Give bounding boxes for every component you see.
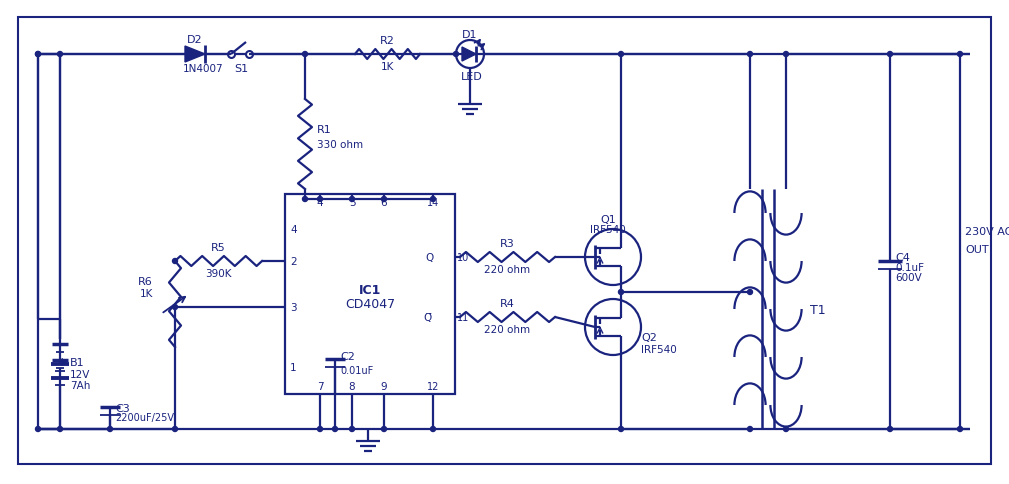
Circle shape: [318, 426, 323, 432]
Circle shape: [619, 290, 624, 295]
Text: C3: C3: [115, 403, 130, 413]
Text: 2: 2: [290, 257, 297, 267]
Circle shape: [35, 52, 40, 58]
Circle shape: [784, 52, 788, 58]
Text: Q2: Q2: [641, 333, 657, 342]
Text: 10: 10: [457, 253, 469, 262]
Text: R3: R3: [500, 239, 515, 248]
Text: 7Ah: 7Ah: [70, 380, 91, 390]
Text: 12: 12: [427, 381, 439, 391]
Text: R5: R5: [211, 242, 226, 253]
Circle shape: [888, 52, 893, 58]
Text: 7: 7: [317, 381, 323, 391]
Text: R2: R2: [380, 36, 395, 46]
Text: T1: T1: [810, 303, 825, 316]
Circle shape: [35, 52, 40, 58]
Text: CD4047: CD4047: [345, 298, 396, 311]
Text: 220 ohm: 220 ohm: [484, 264, 531, 274]
Circle shape: [173, 305, 178, 310]
Text: 1K: 1K: [139, 288, 153, 298]
Circle shape: [748, 290, 753, 295]
Circle shape: [888, 426, 893, 432]
Text: 11: 11: [457, 312, 469, 322]
Text: OUT: OUT: [965, 245, 989, 255]
Text: C2: C2: [340, 351, 355, 361]
Text: 5: 5: [349, 197, 355, 208]
Circle shape: [381, 197, 386, 202]
Polygon shape: [462, 48, 476, 62]
Circle shape: [784, 426, 788, 432]
Text: 230V AC: 230V AC: [965, 227, 1009, 237]
Text: D1: D1: [462, 30, 477, 40]
Text: 12V: 12V: [70, 369, 91, 379]
Text: 0.1uF: 0.1uF: [895, 262, 924, 272]
Circle shape: [381, 426, 386, 432]
Text: 8: 8: [349, 381, 355, 391]
Text: IRF540: IRF540: [641, 344, 677, 354]
Circle shape: [619, 52, 624, 58]
Text: 14: 14: [427, 197, 439, 208]
Text: 4: 4: [290, 225, 297, 235]
Polygon shape: [185, 47, 205, 63]
Circle shape: [748, 52, 753, 58]
Text: 1K: 1K: [380, 62, 395, 72]
Circle shape: [318, 197, 323, 202]
Circle shape: [958, 52, 963, 58]
Text: 330 ohm: 330 ohm: [317, 140, 363, 150]
Text: R6: R6: [138, 276, 153, 287]
Text: Q1: Q1: [600, 214, 615, 225]
Circle shape: [35, 426, 40, 432]
Text: R1: R1: [317, 125, 332, 135]
Text: D2: D2: [187, 35, 203, 45]
Text: 600V: 600V: [895, 272, 922, 283]
Text: 390K: 390K: [205, 269, 232, 278]
Text: +: +: [57, 356, 68, 369]
Text: 9: 9: [380, 381, 387, 391]
Circle shape: [349, 197, 354, 202]
Text: IC1: IC1: [359, 283, 381, 296]
Circle shape: [108, 426, 112, 432]
Circle shape: [958, 426, 963, 432]
Circle shape: [303, 52, 308, 58]
Circle shape: [453, 52, 458, 58]
Circle shape: [748, 426, 753, 432]
Text: 1: 1: [290, 362, 297, 372]
Circle shape: [349, 426, 354, 432]
Circle shape: [431, 197, 436, 202]
Circle shape: [58, 52, 63, 58]
Text: Q: Q: [425, 253, 433, 262]
Text: S1: S1: [234, 64, 248, 74]
Text: Q̅: Q̅: [423, 312, 431, 322]
Text: B1: B1: [70, 357, 85, 367]
Text: 4: 4: [317, 197, 323, 208]
Circle shape: [619, 426, 624, 432]
Circle shape: [173, 426, 178, 432]
Text: 2200uF/25V: 2200uF/25V: [115, 412, 174, 422]
Circle shape: [431, 426, 436, 432]
Bar: [285, 195, 455, 394]
Text: 1N4007: 1N4007: [183, 64, 224, 74]
Text: 0.01uF: 0.01uF: [340, 365, 373, 375]
Text: C4: C4: [895, 253, 910, 262]
Text: LED: LED: [461, 72, 483, 82]
Circle shape: [303, 197, 308, 202]
Text: R4: R4: [500, 298, 515, 308]
Text: 3: 3: [290, 302, 297, 312]
Circle shape: [173, 259, 178, 264]
Text: IRF540: IRF540: [590, 225, 626, 235]
Text: 6: 6: [380, 197, 387, 208]
Text: 220 ohm: 220 ohm: [484, 324, 531, 334]
Circle shape: [58, 426, 63, 432]
Circle shape: [333, 426, 337, 432]
